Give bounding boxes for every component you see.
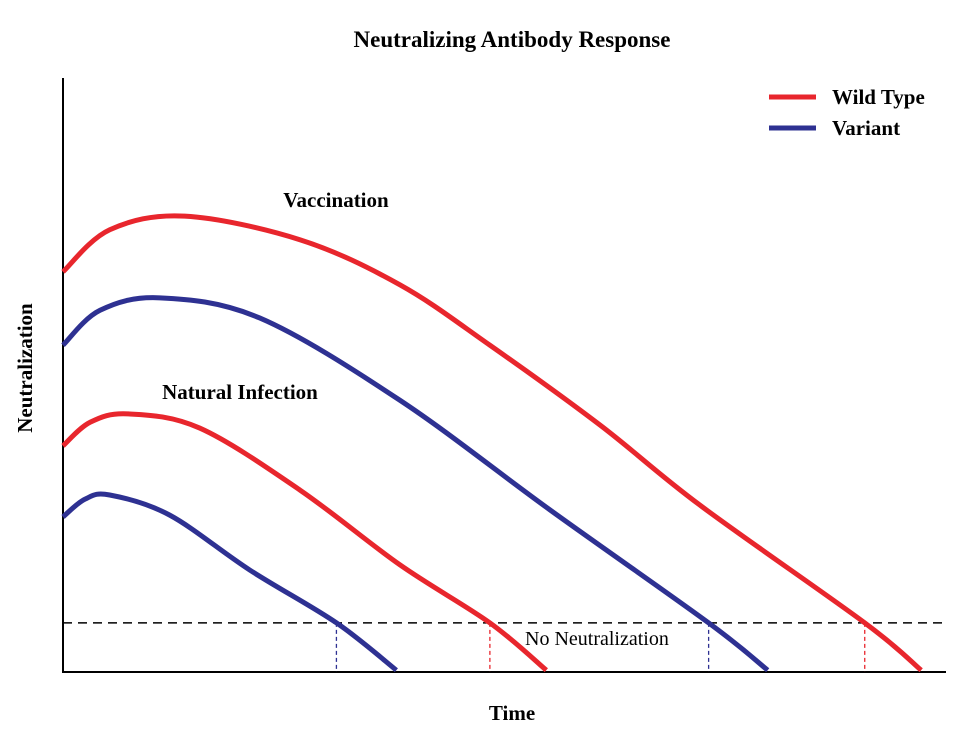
- series-line-vaccination-wild-type: [61, 213, 923, 673]
- threshold-drop-lines: [335, 622, 866, 672]
- threshold-label: No Neutralization: [525, 628, 669, 650]
- legend-label-wild-type: Wild Type: [832, 85, 925, 109]
- chart-title: Neutralizing Antibody Response: [354, 27, 671, 52]
- series-line-vaccination-variant: [61, 295, 770, 673]
- y-axis-label: Neutralization: [13, 303, 37, 433]
- annotation-vaccination: Vaccination: [283, 188, 389, 212]
- series-line-natural-infection-wild-type: [61, 411, 548, 673]
- series-curves: [61, 213, 923, 673]
- legend-label-variant: Variant: [832, 116, 900, 140]
- annotation-natural-infection: Natural Infection: [162, 380, 318, 404]
- legend: Wild Type Variant: [769, 85, 925, 140]
- series-line-natural-infection-variant: [61, 491, 398, 673]
- x-axis-label: Time: [489, 701, 535, 725]
